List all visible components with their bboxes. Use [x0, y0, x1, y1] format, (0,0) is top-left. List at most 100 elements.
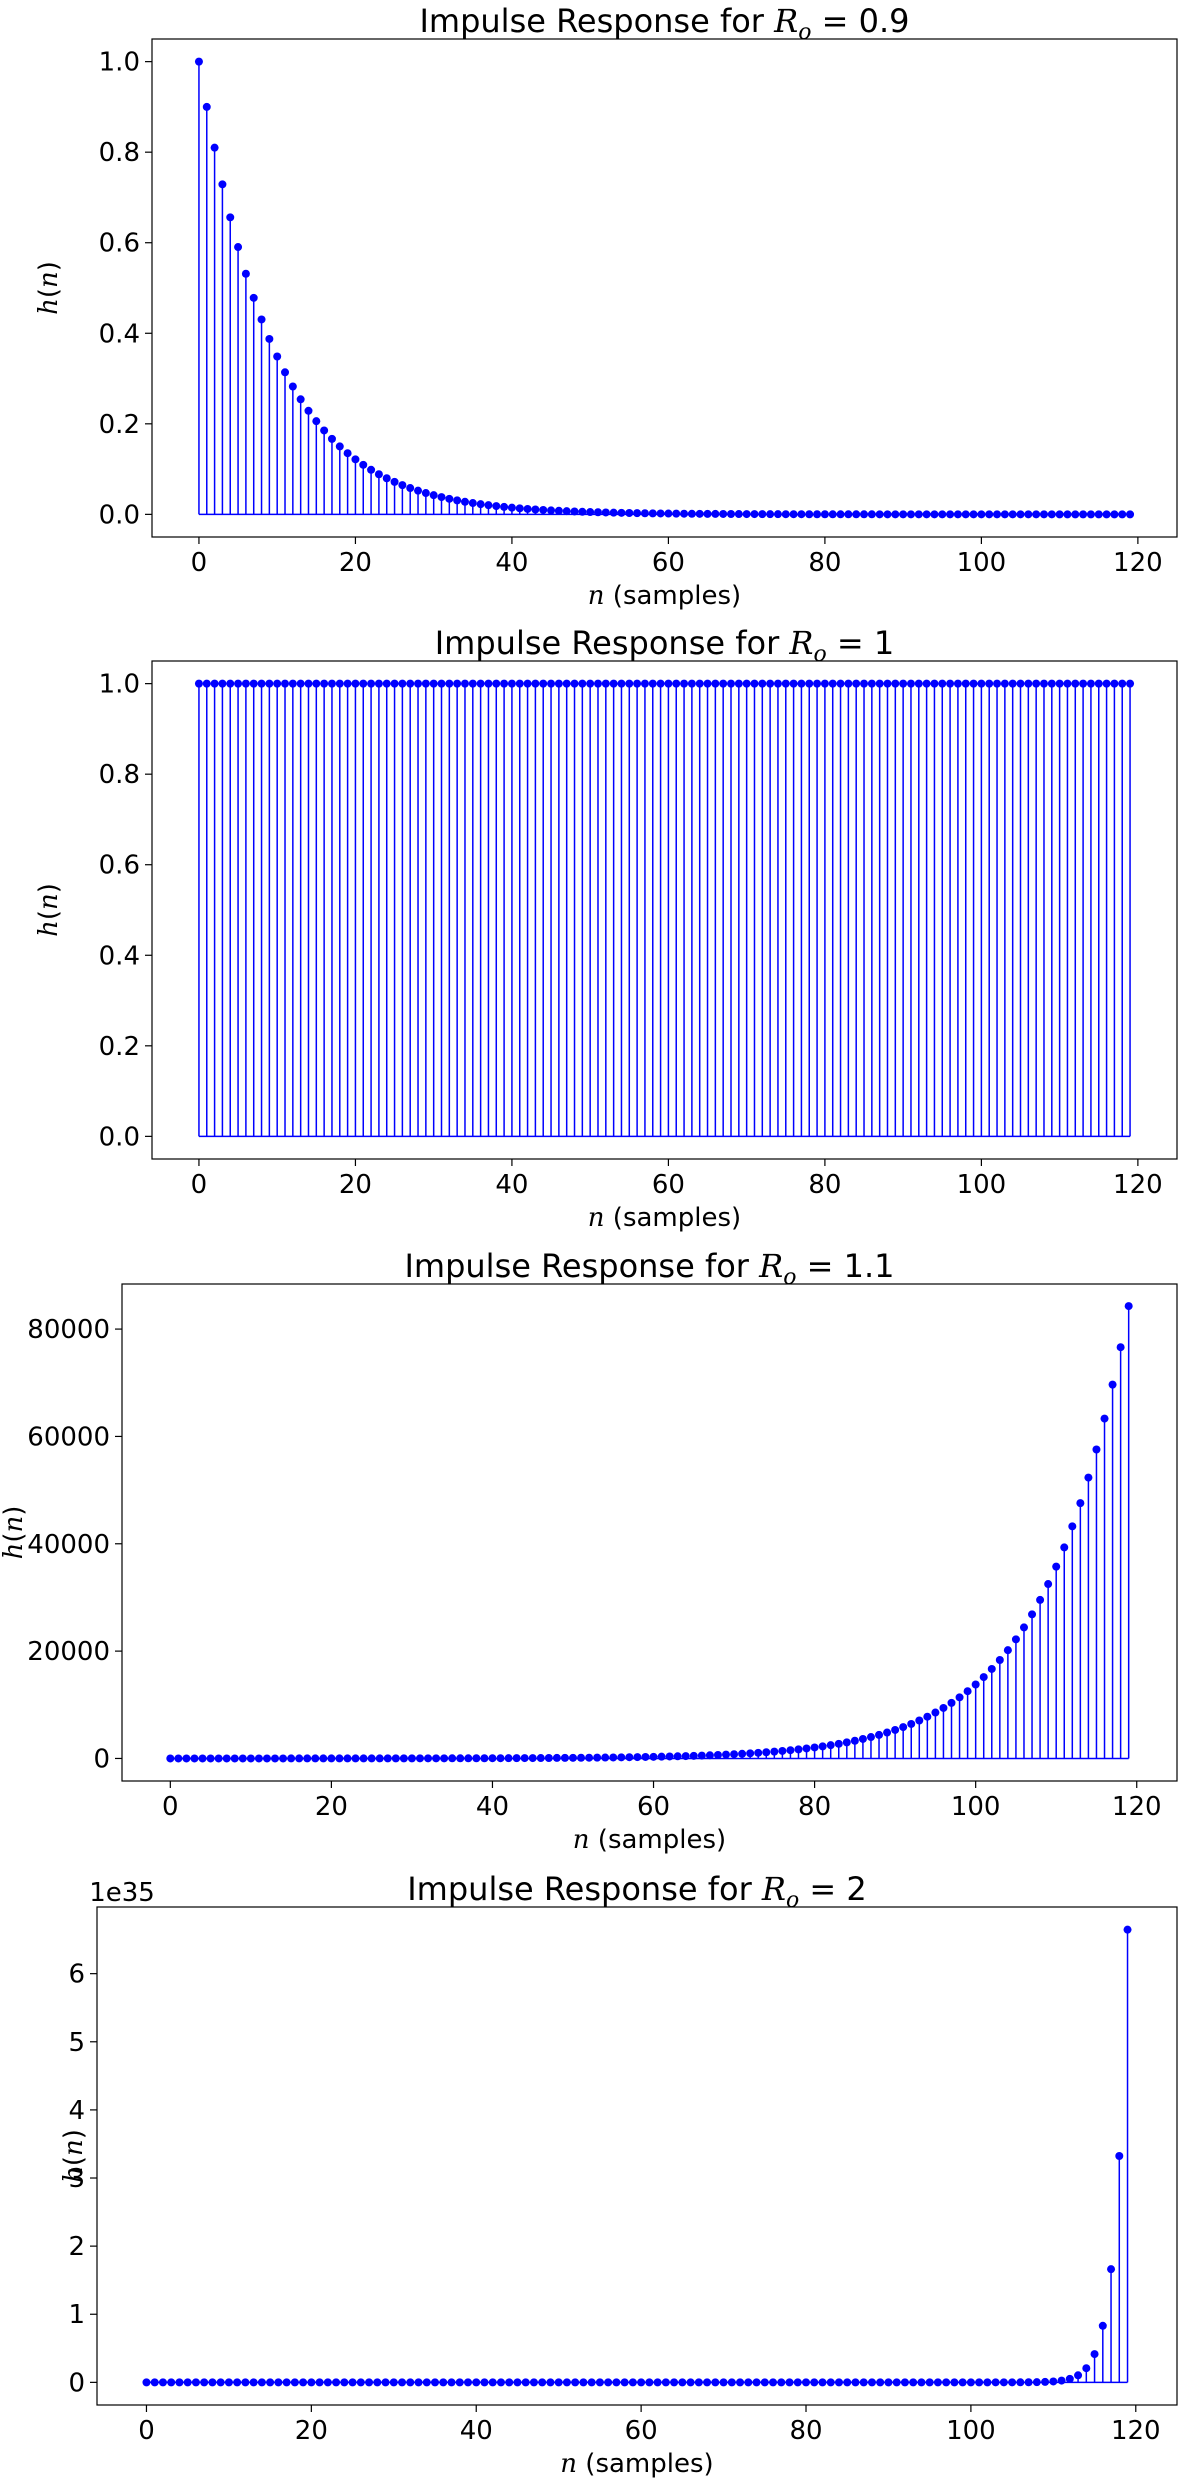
- stem-marker: [390, 679, 399, 688]
- stem-marker: [351, 679, 360, 688]
- stem-marker: [805, 510, 814, 519]
- stem-marker: [1000, 679, 1009, 688]
- stem-marker: [909, 2378, 918, 2387]
- stem-marker: [983, 2378, 992, 2387]
- stem-marker: [727, 679, 736, 688]
- stem-marker: [884, 2378, 893, 2387]
- stem-marker: [828, 679, 837, 688]
- title-text: Impulse Response for: [407, 1870, 762, 1908]
- title-text: Impulse Response for: [419, 2, 774, 40]
- stem-marker: [476, 500, 485, 509]
- stem-marker: [703, 2378, 712, 2387]
- title-math-sub: o: [783, 1265, 796, 1290]
- stem-marker: [793, 2378, 802, 2387]
- stem-marker: [200, 2378, 209, 2387]
- stem-marker: [1065, 2374, 1074, 2383]
- x-tick-label: 20: [315, 1792, 348, 1822]
- stem-marker: [844, 510, 853, 519]
- stem-marker: [810, 1743, 819, 1752]
- stem-marker: [711, 679, 720, 688]
- stem-marker: [938, 679, 947, 688]
- stem-marker: [1076, 1499, 1085, 1508]
- stem-marker: [382, 679, 391, 688]
- stem-marker: [777, 2378, 786, 2387]
- stem-marker: [521, 2378, 530, 2387]
- y-tick-label: 0.0: [99, 500, 140, 530]
- stem-marker: [374, 679, 383, 688]
- stem-marker: [586, 679, 595, 688]
- title-math-sub: o: [798, 20, 811, 45]
- y-tick-label: 4: [68, 2096, 85, 2126]
- stem-marker: [673, 1752, 682, 1761]
- stem-marker: [922, 679, 931, 688]
- x-tick-label: 120: [1113, 548, 1163, 578]
- x-tick-label: 100: [951, 1792, 1001, 1822]
- stem-marker: [554, 679, 563, 688]
- stem-marker: [617, 508, 626, 517]
- axes-frame: [151, 38, 1178, 538]
- stem-marker: [719, 2378, 728, 2387]
- stem-marker: [601, 679, 610, 688]
- stem-marker: [719, 679, 728, 688]
- stem-marker: [453, 496, 462, 505]
- stem-marker: [492, 679, 501, 688]
- stem-marker: [883, 1728, 892, 1737]
- stem-marker: [1011, 1635, 1020, 1644]
- stem-marker: [999, 2378, 1008, 2387]
- stem-marker: [923, 1712, 932, 1721]
- axes-frame: [121, 1283, 1178, 1782]
- stem-marker: [680, 679, 689, 688]
- stem-marker: [183, 2378, 192, 2387]
- stem-marker: [637, 2378, 646, 2387]
- stem-marker: [727, 2378, 736, 2387]
- stem-marker: [529, 2378, 538, 2387]
- stem-marker: [327, 1754, 336, 1763]
- stem-marker: [1100, 1414, 1109, 1423]
- stem-marker: [664, 509, 673, 518]
- stem-marker: [703, 679, 712, 688]
- stem-marker: [273, 352, 282, 361]
- stem-marker: [785, 2378, 794, 2387]
- title-math-var: R: [758, 1247, 783, 1285]
- stem-marker: [820, 510, 829, 519]
- stem-marker: [931, 1708, 940, 1717]
- title-math-sub: o: [786, 1888, 799, 1913]
- stem-marker: [512, 1754, 521, 1763]
- stem-marker: [946, 510, 955, 519]
- stem-marker: [311, 1754, 320, 1763]
- x-tick-label: 80: [808, 548, 841, 578]
- stem-marker: [295, 1754, 304, 1763]
- stem-marker: [670, 2378, 679, 2387]
- stem-marker: [991, 2378, 1000, 2387]
- x-tick-label: 40: [495, 548, 528, 578]
- stem-marker: [439, 2378, 448, 2387]
- stem-marker: [472, 2378, 481, 2387]
- stem-marker: [689, 1751, 698, 1760]
- x-tick-label: 40: [476, 1792, 509, 1822]
- stem-marker: [930, 510, 939, 519]
- stem-marker: [456, 1754, 465, 1763]
- title-value: = 0.9: [811, 2, 909, 40]
- stem-marker: [1028, 1610, 1037, 1619]
- stem-marker: [942, 2378, 951, 2387]
- stem-marker: [382, 474, 391, 483]
- stem-marker: [1098, 2321, 1107, 2330]
- stem-marker: [593, 1753, 602, 1762]
- x-tick-label: 120: [1111, 2416, 1161, 2446]
- stem-marker: [695, 509, 704, 518]
- stem-marker: [969, 510, 978, 519]
- x-tick-label: 80: [789, 2416, 822, 2446]
- stem-marker: [1060, 1543, 1069, 1552]
- stem-marker: [633, 509, 642, 518]
- stem-marker: [867, 2378, 876, 2387]
- x-tick-label: 100: [957, 1170, 1007, 1200]
- stem-marker: [505, 2378, 514, 2387]
- stem-marker: [826, 2378, 835, 2387]
- stem-marker: [1079, 510, 1088, 519]
- stem-marker: [985, 679, 994, 688]
- stem-marker: [730, 1750, 739, 1759]
- stem-marker: [238, 1754, 247, 1763]
- y-axis-label: h(n): [34, 261, 64, 315]
- stem-marker: [214, 1754, 223, 1763]
- stem-marker: [1044, 1580, 1053, 1589]
